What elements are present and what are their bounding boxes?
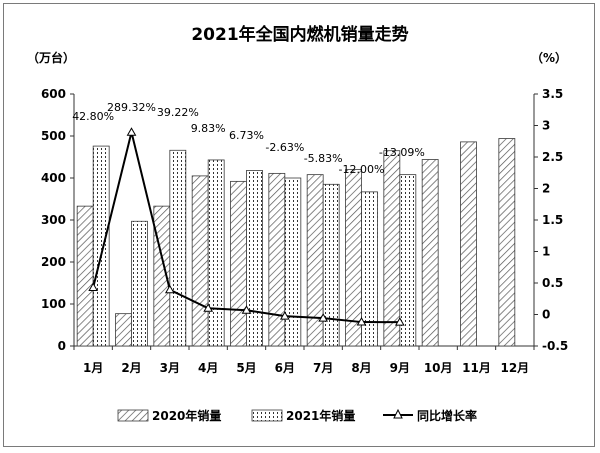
bar-2020 xyxy=(268,172,286,347)
bar-2021 xyxy=(169,149,187,347)
y-left-tick-label: 400 xyxy=(41,171,66,185)
x-tick-label: 3月 xyxy=(160,361,180,375)
bar-2020 xyxy=(498,138,516,347)
y-right-tick-label: 2 xyxy=(542,182,550,196)
y-right-tick-label: 0 xyxy=(542,308,550,322)
chart-title: 2021年全国内燃机销量走势 xyxy=(191,24,408,45)
bar-2020 xyxy=(383,150,401,347)
y-left-tick-label: 500 xyxy=(41,129,66,143)
bar-2021 xyxy=(92,145,110,347)
bar-2021 xyxy=(284,177,302,347)
y-left-tick-label: 200 xyxy=(41,255,66,269)
legend-label-growth: 同比增长率 xyxy=(417,408,477,423)
bar-2020 xyxy=(230,180,247,347)
x-tick-label: 1月 xyxy=(83,361,103,375)
y-right-unit: （%） xyxy=(531,50,567,65)
bar-2021 xyxy=(399,174,417,347)
growth-data-label: 289.32% xyxy=(107,101,156,114)
x-tick-label: 6月 xyxy=(275,361,295,375)
y-right-tick-label: 2.5 xyxy=(542,150,563,164)
growth-marker xyxy=(241,305,252,314)
growth-data-label: -13.09% xyxy=(379,146,425,159)
chart-frame: 2021年全国内燃机销量走势 （万台） （%） 0 100 200 300 400 500… xyxy=(3,3,595,447)
bar-2020 xyxy=(115,313,132,347)
legend-label-2020: 2020年销量 xyxy=(152,408,221,423)
x-tick-label: 11月 xyxy=(462,361,491,375)
y-left-tick-label: 300 xyxy=(41,213,66,227)
y-right-tick-label: 3 xyxy=(542,119,550,133)
legend: 2020年销量 2021年销量 同比增长率 xyxy=(117,408,477,423)
growth-data-label: 6.73% xyxy=(229,129,264,142)
bar-2020 xyxy=(76,205,94,347)
plot-area: 0 100 200 300 400 500 600 -0.5 0 0.5 1 1.5 2 2.5 3 3.5 1… xyxy=(41,87,568,375)
growth-marker xyxy=(356,317,367,326)
growth-marker xyxy=(164,284,175,294)
bar-2021 xyxy=(361,191,378,347)
legend-swatch-2020 xyxy=(117,409,149,422)
bar-2020 xyxy=(345,169,362,347)
x-tick-label: 12月 xyxy=(500,361,529,375)
y-right-tick-label: 0.5 xyxy=(542,276,563,290)
y-right-tick-label: 1 xyxy=(542,245,550,259)
bar-2020 xyxy=(460,141,477,347)
y-left-tick-label: 100 xyxy=(41,297,66,311)
growth-marker xyxy=(126,127,137,136)
legend-label-2021: 2021年销量 xyxy=(286,408,355,423)
bar-2021 xyxy=(322,183,340,347)
bar-2020 xyxy=(421,159,439,347)
legend-marker-growth xyxy=(393,408,403,419)
y-left-tick-label: 600 xyxy=(41,87,66,101)
y-right-tick-label: -0.5 xyxy=(542,339,568,353)
x-tick-label: 7月 xyxy=(313,361,333,375)
x-tick-label: 8月 xyxy=(351,361,371,375)
bar-2021 xyxy=(207,159,225,347)
growth-marker xyxy=(318,313,329,322)
growth-marker xyxy=(279,311,290,320)
growth-data-label: -2.63% xyxy=(265,141,304,154)
growth-data-label: 39.22% xyxy=(157,106,199,119)
bar-2021 xyxy=(246,170,263,347)
growth-data-label: -5.83% xyxy=(304,152,343,165)
growth-marker xyxy=(203,303,214,312)
growth-data-label: -12.00% xyxy=(339,163,385,176)
growth-marker xyxy=(394,317,405,326)
growth-marker xyxy=(88,282,99,292)
y-left-tick-label: 0 xyxy=(58,339,66,353)
y-left-unit: （万台） xyxy=(27,50,75,65)
chart-svg: 2021年全国内燃机销量走势 （万台） （%） 0 100 200 300 400 500… xyxy=(27,24,568,423)
x-tick-label: 4月 xyxy=(198,361,218,375)
x-tick-label: 9月 xyxy=(390,361,410,375)
x-tick-label: 2月 xyxy=(121,361,141,375)
y-right-tick-label: 3.5 xyxy=(542,87,563,101)
growth-data-label: 9.83% xyxy=(191,122,226,135)
x-tick-label: 5月 xyxy=(236,361,256,375)
x-tick-label: 10月 xyxy=(424,361,453,375)
legend-swatch-2021 xyxy=(251,409,283,422)
growth-data-label: 42.80% xyxy=(72,110,114,123)
y-right-tick-label: 1.5 xyxy=(542,213,563,227)
bar-2021 xyxy=(131,220,148,347)
bar-2020 xyxy=(191,175,209,347)
